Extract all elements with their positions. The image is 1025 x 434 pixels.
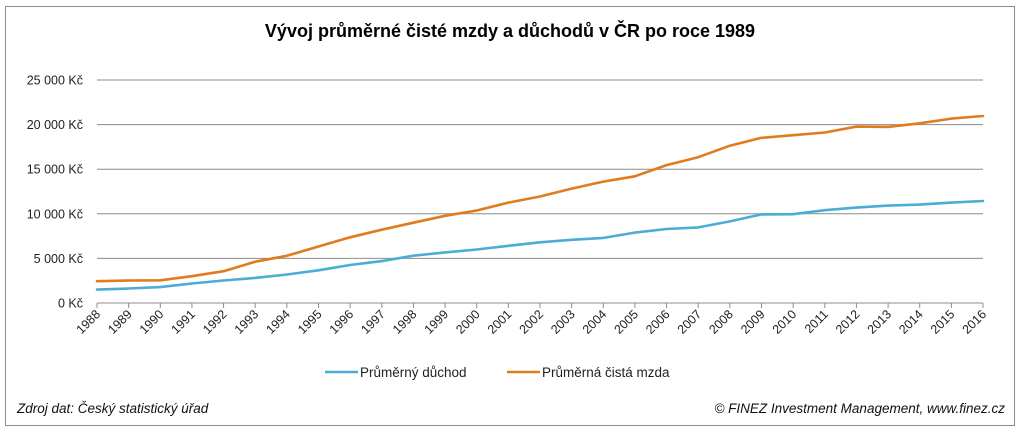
x-tick-label: 2012 [833, 307, 863, 337]
x-tick-label: 2005 [611, 307, 641, 337]
x-tick-label: 1994 [263, 307, 293, 337]
y-tick-label: 10 000 Kč [27, 207, 83, 221]
x-tick-label: 1991 [168, 307, 198, 337]
y-tick-label: 25 000 Kč [27, 74, 83, 88]
chart-frame [5, 6, 1015, 426]
x-tick-label: 1993 [232, 307, 262, 337]
x-tick-label: 2001 [485, 307, 515, 337]
y-axis: 0 Kč 5 000 Kč 10 000 Kč 15 000 Kč 20 000 Kč 2… [27, 74, 83, 311]
series-lines [95, 114, 985, 291]
x-tick-label: 1989 [105, 307, 135, 337]
x-tick-label: 2004 [580, 307, 610, 337]
x-tick-label: 2002 [517, 307, 547, 337]
legend-label: Průměrná čistá mzda [542, 365, 670, 380]
x-tick-label: 1996 [327, 307, 357, 337]
chart-title: Vývoj průměrné čisté mzdy a důchodů v ČR… [265, 20, 755, 41]
y-tick-label: 5 000 Kč [34, 252, 83, 266]
x-tick-label: 2007 [675, 307, 705, 337]
y-tick-label: 15 000 Kč [27, 163, 83, 177]
x-tick-label: 2016 [960, 307, 990, 337]
y-tick-label: 20 000 Kč [27, 118, 83, 132]
x-tick-label: 2003 [548, 307, 578, 337]
legend: Průměrný důchod Průměrná čistá mzda [325, 365, 670, 380]
x-tick-label: 2009 [738, 307, 768, 337]
x-axis: 1988 1989 1990 1991 1992 1993 1994 1995 1996 1997… [74, 302, 990, 337]
x-tick-label: 2014 [896, 307, 926, 337]
series-line-1 [95, 114, 985, 283]
y-tick-label: 0 Kč [58, 297, 83, 311]
copyright-note: © FINEZ Investment Management, www.finez… [714, 401, 1005, 416]
series-line-0 [95, 199, 985, 291]
x-tick-label: 2008 [706, 307, 736, 337]
data-source-note: Zdroj dat: Český statistický úřad [17, 401, 209, 416]
x-tick-label: 1999 [422, 307, 452, 337]
x-tick-label: 2015 [928, 307, 958, 337]
legend-label: Průměrný důchod [360, 365, 467, 380]
x-tick-label: 1988 [74, 307, 104, 337]
x-tick-label: 1995 [295, 307, 325, 337]
x-tick-label: 2006 [643, 307, 673, 337]
x-tick-label: 1997 [358, 307, 388, 337]
x-tick-label: 2000 [453, 307, 483, 337]
x-tick-label: 2013 [865, 307, 895, 337]
gridlines [97, 79, 983, 259]
x-tick-label: 1998 [390, 307, 420, 337]
x-tick-label: 1992 [200, 307, 230, 337]
x-tick-label: 2011 [802, 307, 831, 336]
x-tick-label: 1990 [137, 307, 167, 337]
x-tick-label: 2010 [770, 307, 800, 337]
